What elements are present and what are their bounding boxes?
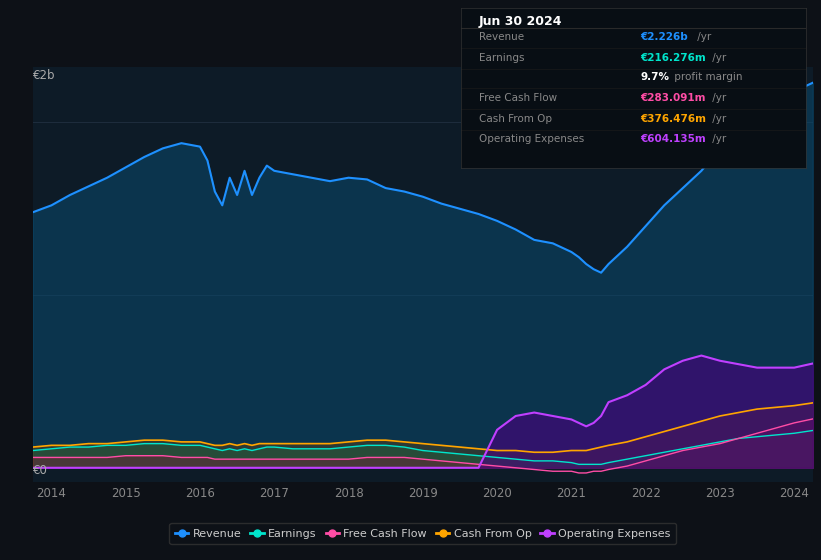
Text: Earnings: Earnings <box>479 53 524 63</box>
Text: €0: €0 <box>33 464 48 477</box>
Text: Free Cash Flow: Free Cash Flow <box>479 93 557 103</box>
Text: €216.276m: €216.276m <box>640 53 706 63</box>
Text: €2b: €2b <box>33 69 55 82</box>
Text: /yr: /yr <box>709 53 727 63</box>
Text: /yr: /yr <box>709 93 727 103</box>
Text: /yr: /yr <box>709 114 727 124</box>
Text: €604.135m: €604.135m <box>640 134 706 144</box>
Text: €2.226b: €2.226b <box>640 32 689 43</box>
Text: Revenue: Revenue <box>479 32 524 43</box>
Text: Jun 30 2024: Jun 30 2024 <box>479 15 562 28</box>
Legend: Revenue, Earnings, Free Cash Flow, Cash From Op, Operating Expenses: Revenue, Earnings, Free Cash Flow, Cash … <box>169 523 677 544</box>
Text: Operating Expenses: Operating Expenses <box>479 134 584 144</box>
Text: profit margin: profit margin <box>671 72 742 82</box>
Text: /yr: /yr <box>709 134 727 144</box>
Text: /yr: /yr <box>694 32 711 43</box>
Text: 9.7%: 9.7% <box>640 72 670 82</box>
Text: Cash From Op: Cash From Op <box>479 114 552 124</box>
Text: €376.476m: €376.476m <box>640 114 707 124</box>
Text: €283.091m: €283.091m <box>640 93 706 103</box>
